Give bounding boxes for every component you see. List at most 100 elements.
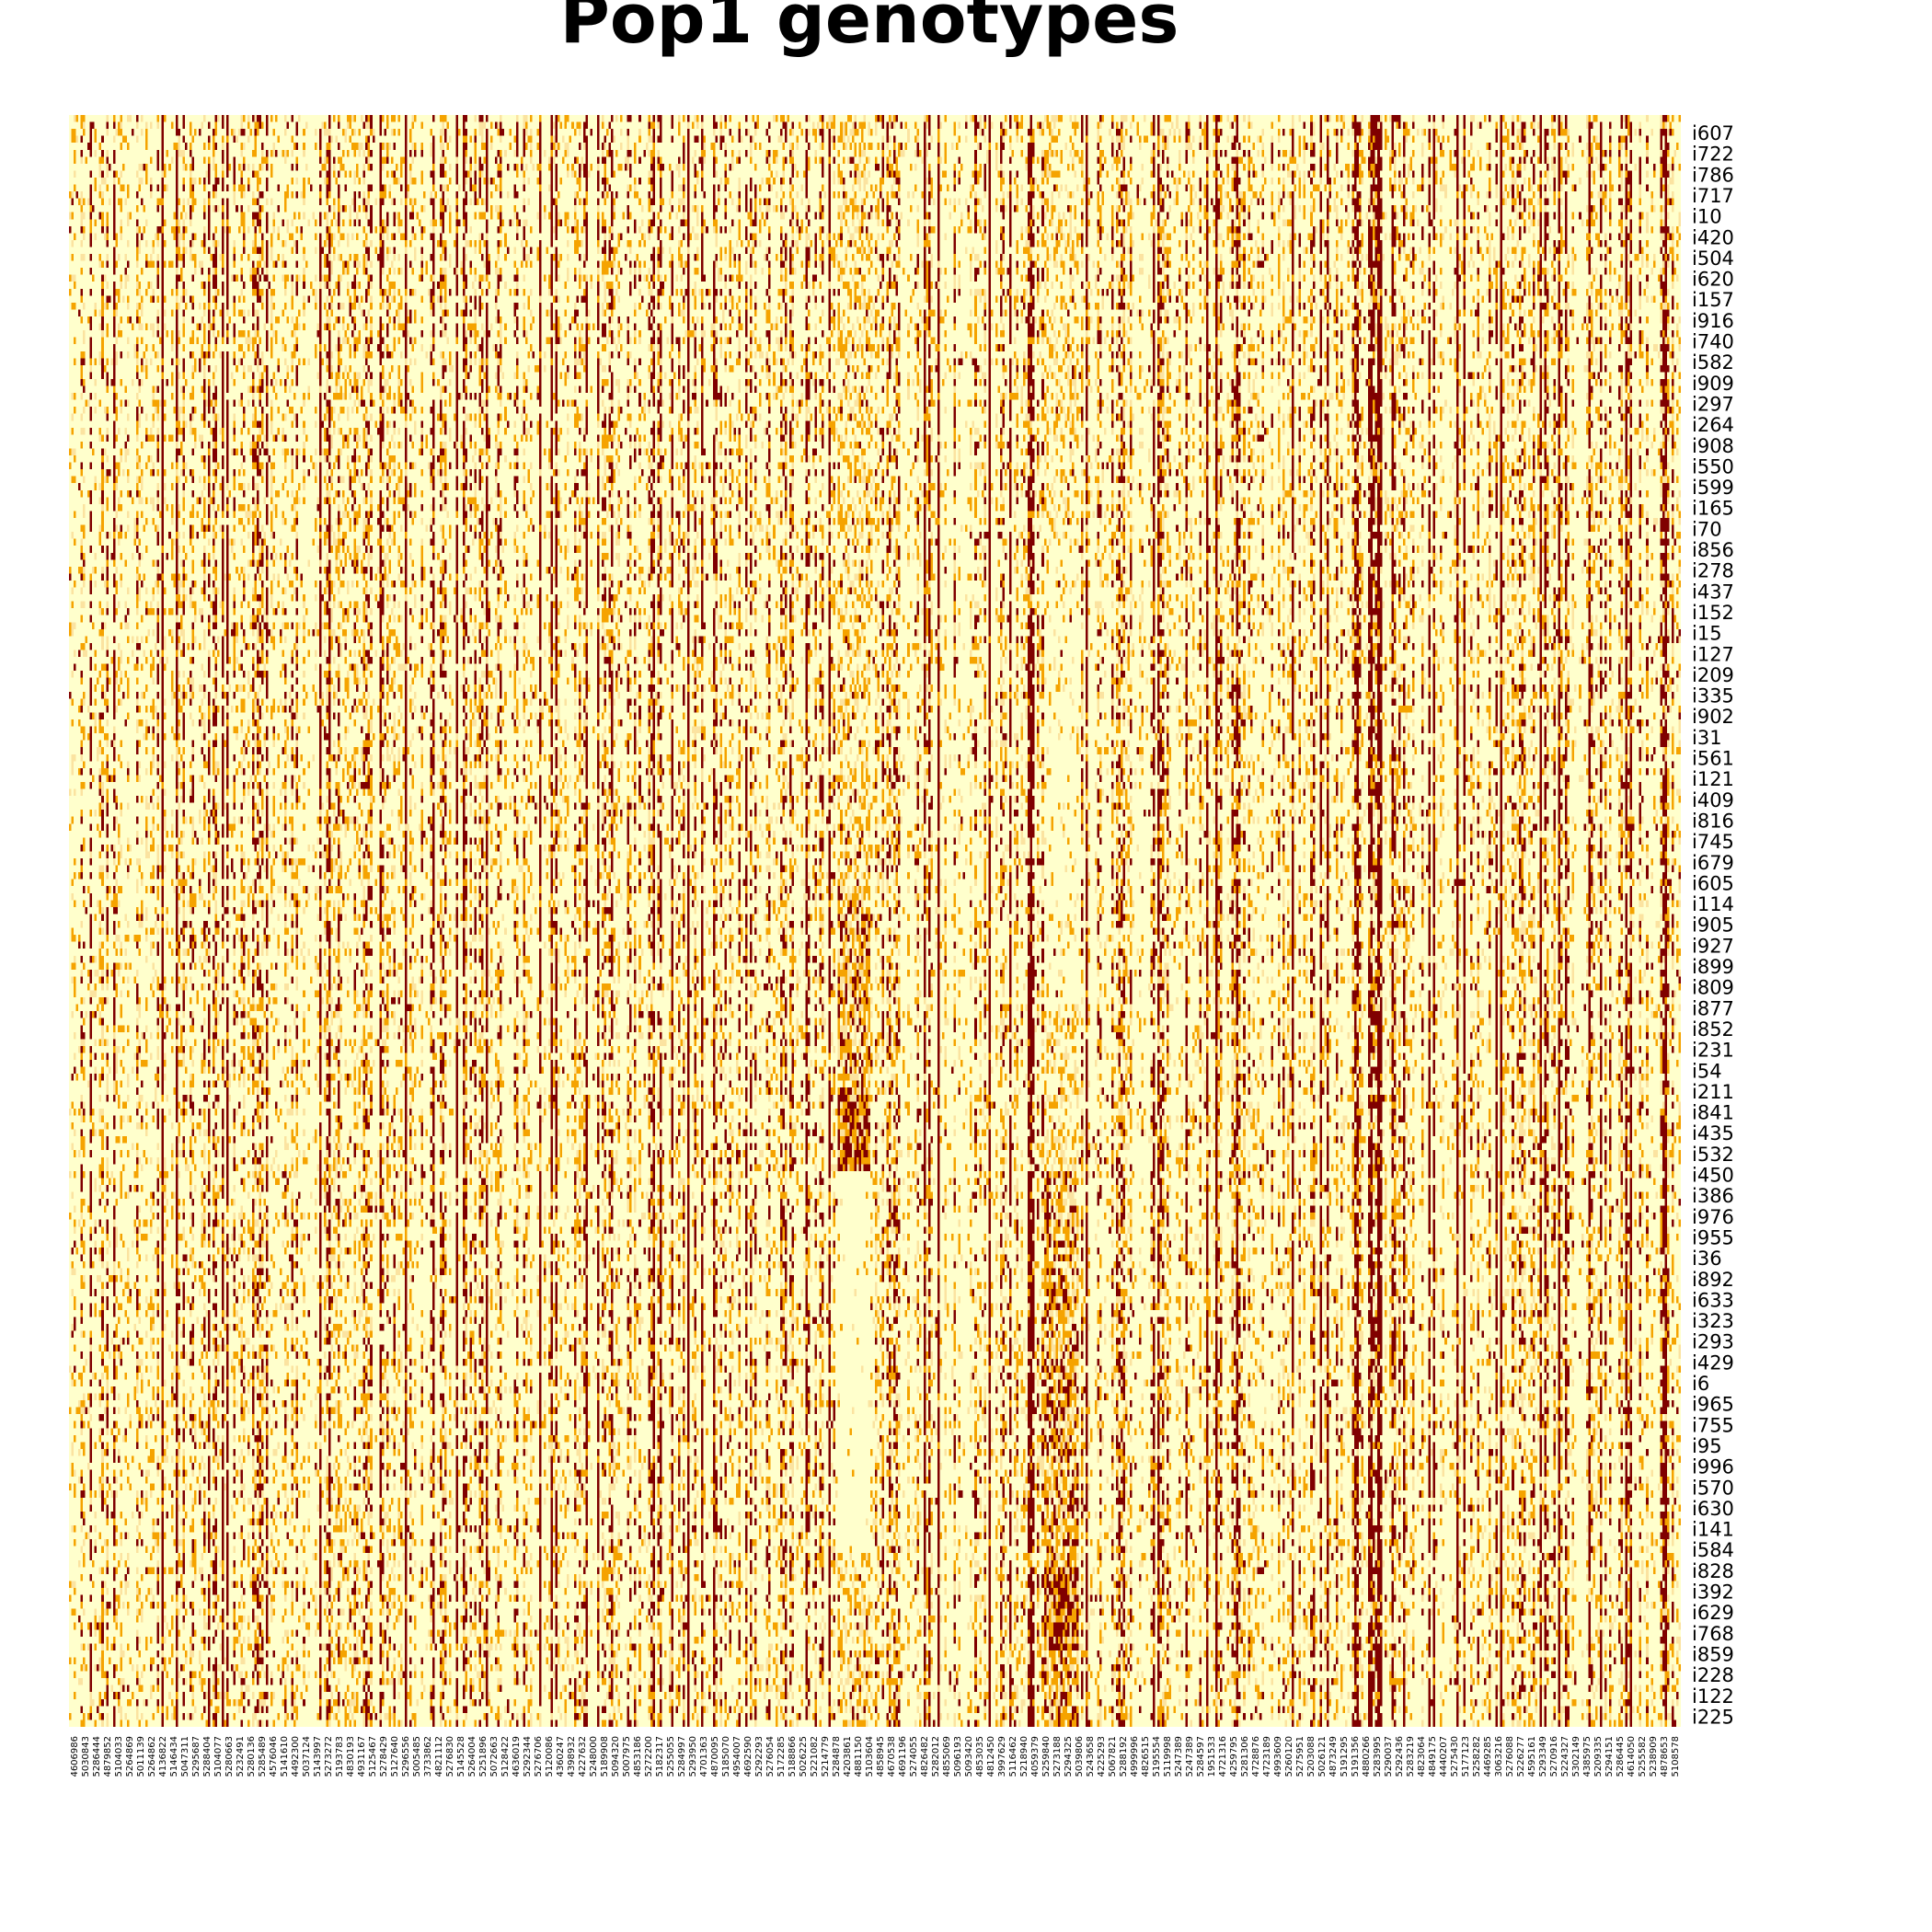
column-label: 5103604: [865, 1736, 875, 1777]
row-label: i15: [1692, 623, 1722, 645]
row-label: i450: [1692, 1165, 1734, 1187]
column-label: 4259795: [1229, 1736, 1239, 1777]
row-label: i54: [1692, 1060, 1722, 1082]
column-label: 5037124: [302, 1736, 312, 1777]
column-label: 5280663: [224, 1736, 235, 1777]
column-label: 4826482: [920, 1736, 930, 1777]
column-label: 5284997: [677, 1736, 687, 1777]
column-label: 5285489: [258, 1736, 268, 1777]
row-label: i10: [1692, 206, 1722, 228]
column-label: 4227632: [578, 1736, 588, 1777]
row-label: i856: [1692, 539, 1734, 561]
column-label: 5273272: [324, 1736, 334, 1777]
column-label: 5128422: [500, 1736, 511, 1777]
row-label: i899: [1692, 956, 1734, 978]
row-label: i745: [1692, 831, 1734, 853]
heatmap-cells: [69, 115, 1681, 1727]
row-label: i335: [1692, 685, 1734, 707]
column-label: 5026225: [799, 1736, 809, 1777]
column-label: 5272200: [644, 1736, 654, 1777]
column-label: 5172285: [776, 1736, 787, 1777]
column-label: 5286445: [1616, 1736, 1626, 1777]
chart-title: Pop1 genotypes: [559, 0, 1179, 59]
column-label: 5290037: [1384, 1736, 1394, 1777]
column-label: 5145528: [456, 1736, 466, 1777]
row-label: i504: [1692, 247, 1734, 270]
column-label: 5093420: [964, 1736, 974, 1777]
column-label: 4878653: [1660, 1736, 1670, 1777]
row-label: i114: [1692, 893, 1734, 915]
column-label: 5104033: [114, 1736, 124, 1777]
column-label: 4999996: [1130, 1736, 1140, 1777]
column-label: 5292293: [754, 1736, 765, 1777]
column-label: 5283219: [1406, 1736, 1416, 1777]
column-label: 5189908: [600, 1736, 610, 1777]
column-label: 5243658: [1086, 1736, 1096, 1777]
column-label: 4880266: [1362, 1736, 1372, 1777]
row-label: i740: [1692, 331, 1734, 353]
column-label: 4225293: [1097, 1736, 1107, 1777]
row-label: i323: [1692, 1310, 1734, 1332]
column-label: 4670538: [887, 1736, 897, 1777]
row-label: i902: [1692, 706, 1734, 728]
column-label: 5273188: [1052, 1736, 1063, 1777]
column-label: 5276054: [765, 1736, 776, 1777]
column-label: 4855069: [942, 1736, 952, 1777]
column-label: 3997629: [997, 1736, 1007, 1777]
column-label: 5288404: [202, 1736, 213, 1777]
column-label: 5284597: [1196, 1736, 1206, 1777]
column-label: 5047311: [180, 1736, 190, 1777]
row-label: i122: [1692, 1685, 1734, 1708]
row-label: i905: [1692, 914, 1734, 937]
column-label: 4931167: [357, 1736, 367, 1777]
column-label: 5185070: [721, 1736, 731, 1777]
row-label: i629: [1692, 1602, 1734, 1624]
row-label: i70: [1692, 518, 1722, 540]
column-label: 5127640: [390, 1736, 400, 1777]
row-label: i927: [1692, 935, 1734, 957]
column-label: 4723189: [1262, 1736, 1272, 1777]
column-label: 4993609: [1273, 1736, 1283, 1777]
column-label: 4606986: [70, 1736, 80, 1777]
row-label: i157: [1692, 289, 1734, 311]
row-label: i429: [1692, 1351, 1734, 1374]
column-label: 4595161: [1527, 1736, 1537, 1777]
row-label: i965: [1692, 1394, 1734, 1416]
column-label: 4059379: [1030, 1736, 1041, 1777]
column-label: 5258282: [1472, 1736, 1482, 1777]
column-label: 4853035: [975, 1736, 985, 1777]
row-label: i209: [1692, 664, 1734, 686]
row-label: i841: [1692, 1102, 1734, 1124]
row-label: i36: [1692, 1248, 1722, 1270]
row-label: i231: [1692, 1040, 1734, 1062]
row-label: i877: [1692, 997, 1734, 1019]
row-label: i717: [1692, 185, 1734, 207]
row-label: i409: [1692, 789, 1734, 811]
row-label: i828: [1692, 1560, 1734, 1582]
column-label: 5232491: [236, 1736, 246, 1777]
column-label: 5209335: [1593, 1736, 1604, 1777]
column-label: 3733862: [423, 1736, 433, 1777]
column-label: 4385975: [1582, 1736, 1593, 1777]
column-label: 5125467: [368, 1736, 378, 1777]
column-label: 5264869: [125, 1736, 135, 1777]
column-label: 5275951: [1295, 1736, 1305, 1777]
column-label: 5226277: [1516, 1736, 1526, 1777]
column-label: 5120086: [545, 1736, 555, 1777]
column-label: 5283995: [1373, 1736, 1383, 1777]
row-label: i582: [1692, 351, 1734, 374]
row-label: i550: [1692, 455, 1734, 477]
column-label: 1951533: [1207, 1736, 1217, 1777]
row-label: i264: [1692, 414, 1734, 436]
column-label: 4849175: [1428, 1736, 1438, 1777]
column-label: 5281306: [1240, 1736, 1250, 1777]
column-label: 5292436: [1395, 1736, 1405, 1777]
row-label: i31: [1692, 727, 1722, 749]
row-label: i297: [1692, 393, 1734, 415]
column-label: 5039806: [1075, 1736, 1085, 1777]
column-label: 5005485: [412, 1736, 422, 1777]
column-label: 5096193: [953, 1736, 963, 1777]
row-label: i165: [1692, 498, 1734, 520]
row-label: i570: [1692, 1477, 1734, 1499]
column-label: 4492300: [291, 1736, 301, 1777]
